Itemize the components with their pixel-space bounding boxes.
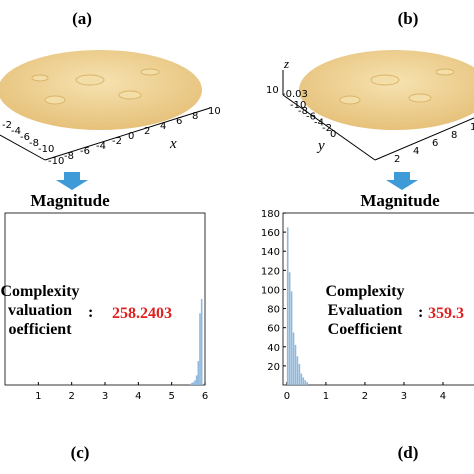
- bar: [290, 291, 293, 385]
- surface-a: [0, 50, 211, 161]
- axis-label: z: [283, 56, 289, 71]
- y-tick-label: 20: [267, 362, 280, 373]
- coefficient: 258.2403: [112, 305, 172, 322]
- axis-tick-label: -10: [38, 144, 54, 155]
- y-tick-label: 120: [261, 266, 280, 277]
- axis-tick-label: -8: [298, 106, 308, 117]
- axis-tick-label: -2: [112, 136, 122, 147]
- x-tick-label: 1: [35, 391, 41, 402]
- coefficient: 359.3: [428, 305, 464, 322]
- y-tick-label: 40: [267, 343, 280, 354]
- bar: [192, 382, 195, 385]
- y-tick-label: 180: [261, 209, 280, 220]
- y-tick-label: 60: [267, 324, 280, 335]
- bar: [190, 383, 193, 385]
- x-tick-label: 4: [135, 391, 141, 402]
- axis-tick-label: 8: [451, 130, 457, 141]
- axis-tick-label: -6: [80, 146, 90, 157]
- axis-tick-label: 10: [266, 85, 279, 96]
- x-tick-label: 3: [102, 391, 108, 402]
- x-tick-label: 1: [323, 391, 329, 402]
- bar: [296, 356, 299, 385]
- axis-tick-label: 0: [330, 129, 336, 140]
- axis-tick-label: -8: [29, 138, 39, 149]
- y-tick-label: 80: [267, 305, 280, 316]
- axis-tick-label: 10: [470, 122, 474, 133]
- axis-tick-label: -4: [96, 141, 106, 152]
- y-tick-label: 160: [261, 228, 280, 239]
- bar: [189, 384, 191, 385]
- axis-tick-label: -4: [314, 117, 324, 128]
- bar: [306, 382, 308, 385]
- x-tick-label: 2: [362, 391, 368, 402]
- heading: Magnitude: [360, 191, 440, 210]
- annotation: Complexity: [0, 283, 79, 300]
- separator: :: [418, 304, 423, 321]
- separator: :: [88, 304, 93, 321]
- panel-label: (b): [398, 9, 419, 28]
- axis-tick-label: 2: [144, 126, 150, 137]
- axis-tick-label: 8: [192, 111, 198, 122]
- x-tick-label: 0: [284, 391, 290, 402]
- surface-b: [282, 50, 474, 161]
- bar: [199, 313, 201, 385]
- bar: [300, 373, 303, 385]
- bar: [292, 332, 295, 385]
- axis-label: x: [169, 136, 177, 152]
- x-tick-label: 5: [168, 391, 174, 402]
- annotation: Coefficient: [328, 321, 403, 338]
- bar: [286, 227, 289, 385]
- axis-tick-label: -0.03: [282, 89, 308, 100]
- bar: [294, 344, 297, 385]
- axis-tick-label: 4: [413, 146, 419, 157]
- x-tick-label: 6: [202, 391, 208, 402]
- axis-tick-label: -8: [64, 151, 74, 162]
- x-tick-label: 3: [401, 391, 407, 402]
- axis-tick-label: 0: [128, 131, 134, 142]
- axis-tick-label: -6: [306, 112, 316, 123]
- axis-tick-label: -2: [2, 120, 12, 131]
- bar: [304, 380, 307, 385]
- axis-tick-label: 6: [432, 138, 438, 149]
- x-tick-label: 2: [68, 391, 74, 402]
- axis-tick-label: 4: [160, 121, 166, 132]
- bar: [302, 377, 305, 385]
- x-tick-label: 4: [440, 391, 446, 402]
- axis-tick-label: -10: [48, 156, 64, 167]
- plot-frame: [282, 212, 474, 386]
- bar: [197, 361, 200, 385]
- annotation: Evaluation: [328, 302, 403, 319]
- axis-tick-label: -10: [290, 100, 306, 111]
- panel-label: (a): [72, 9, 92, 28]
- bar: [200, 299, 203, 385]
- axis-tick-label: -4: [11, 126, 21, 137]
- bar: [298, 363, 301, 385]
- axis-label: y: [316, 138, 325, 154]
- y-tick-label: 100: [261, 285, 280, 296]
- axis-tick-label: 6: [176, 116, 182, 127]
- annotation: valuation: [8, 302, 72, 319]
- bar: [195, 375, 198, 385]
- axis-tick-label: -2: [322, 123, 332, 134]
- annotation: oefficient: [8, 321, 72, 338]
- arrows: [56, 172, 418, 190]
- y-tick-label: 140: [261, 247, 280, 258]
- axis-tick-label: 10: [208, 106, 221, 117]
- axis-tick-label: -6: [20, 132, 30, 143]
- heading: Magnitude: [30, 191, 110, 210]
- bar: [194, 380, 196, 385]
- panel-label: (c): [71, 443, 90, 462]
- annotation: Complexity: [325, 283, 404, 300]
- axis-tick-label: 2: [394, 154, 400, 165]
- bar: [288, 272, 291, 385]
- panel-label: (d): [398, 443, 419, 462]
